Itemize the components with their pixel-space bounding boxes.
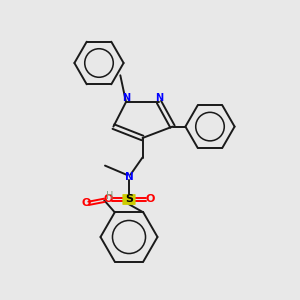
FancyBboxPatch shape — [122, 194, 136, 205]
Text: O: O — [82, 198, 91, 208]
Text: S: S — [125, 194, 133, 205]
Text: N: N — [124, 172, 134, 182]
Text: O: O — [103, 194, 112, 205]
Text: N: N — [155, 93, 163, 103]
Text: N: N — [122, 93, 130, 103]
Text: O: O — [146, 194, 155, 205]
Text: H: H — [106, 191, 113, 201]
